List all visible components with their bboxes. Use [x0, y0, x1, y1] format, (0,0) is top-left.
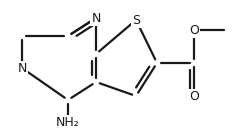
- Text: N: N: [17, 61, 27, 74]
- Text: NH₂: NH₂: [56, 116, 80, 129]
- Text: N: N: [91, 11, 101, 24]
- Text: O: O: [189, 89, 199, 102]
- Text: O: O: [189, 24, 199, 37]
- Text: S: S: [132, 13, 140, 26]
